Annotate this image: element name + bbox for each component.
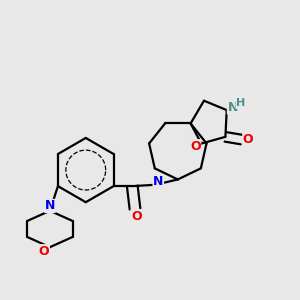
Text: N: N [227,101,238,114]
Text: N: N [153,175,164,188]
Text: H: H [236,98,245,108]
Text: O: O [243,133,254,146]
Text: O: O [190,140,201,153]
Text: N: N [45,200,55,212]
Text: O: O [39,245,49,258]
Text: O: O [131,210,142,223]
